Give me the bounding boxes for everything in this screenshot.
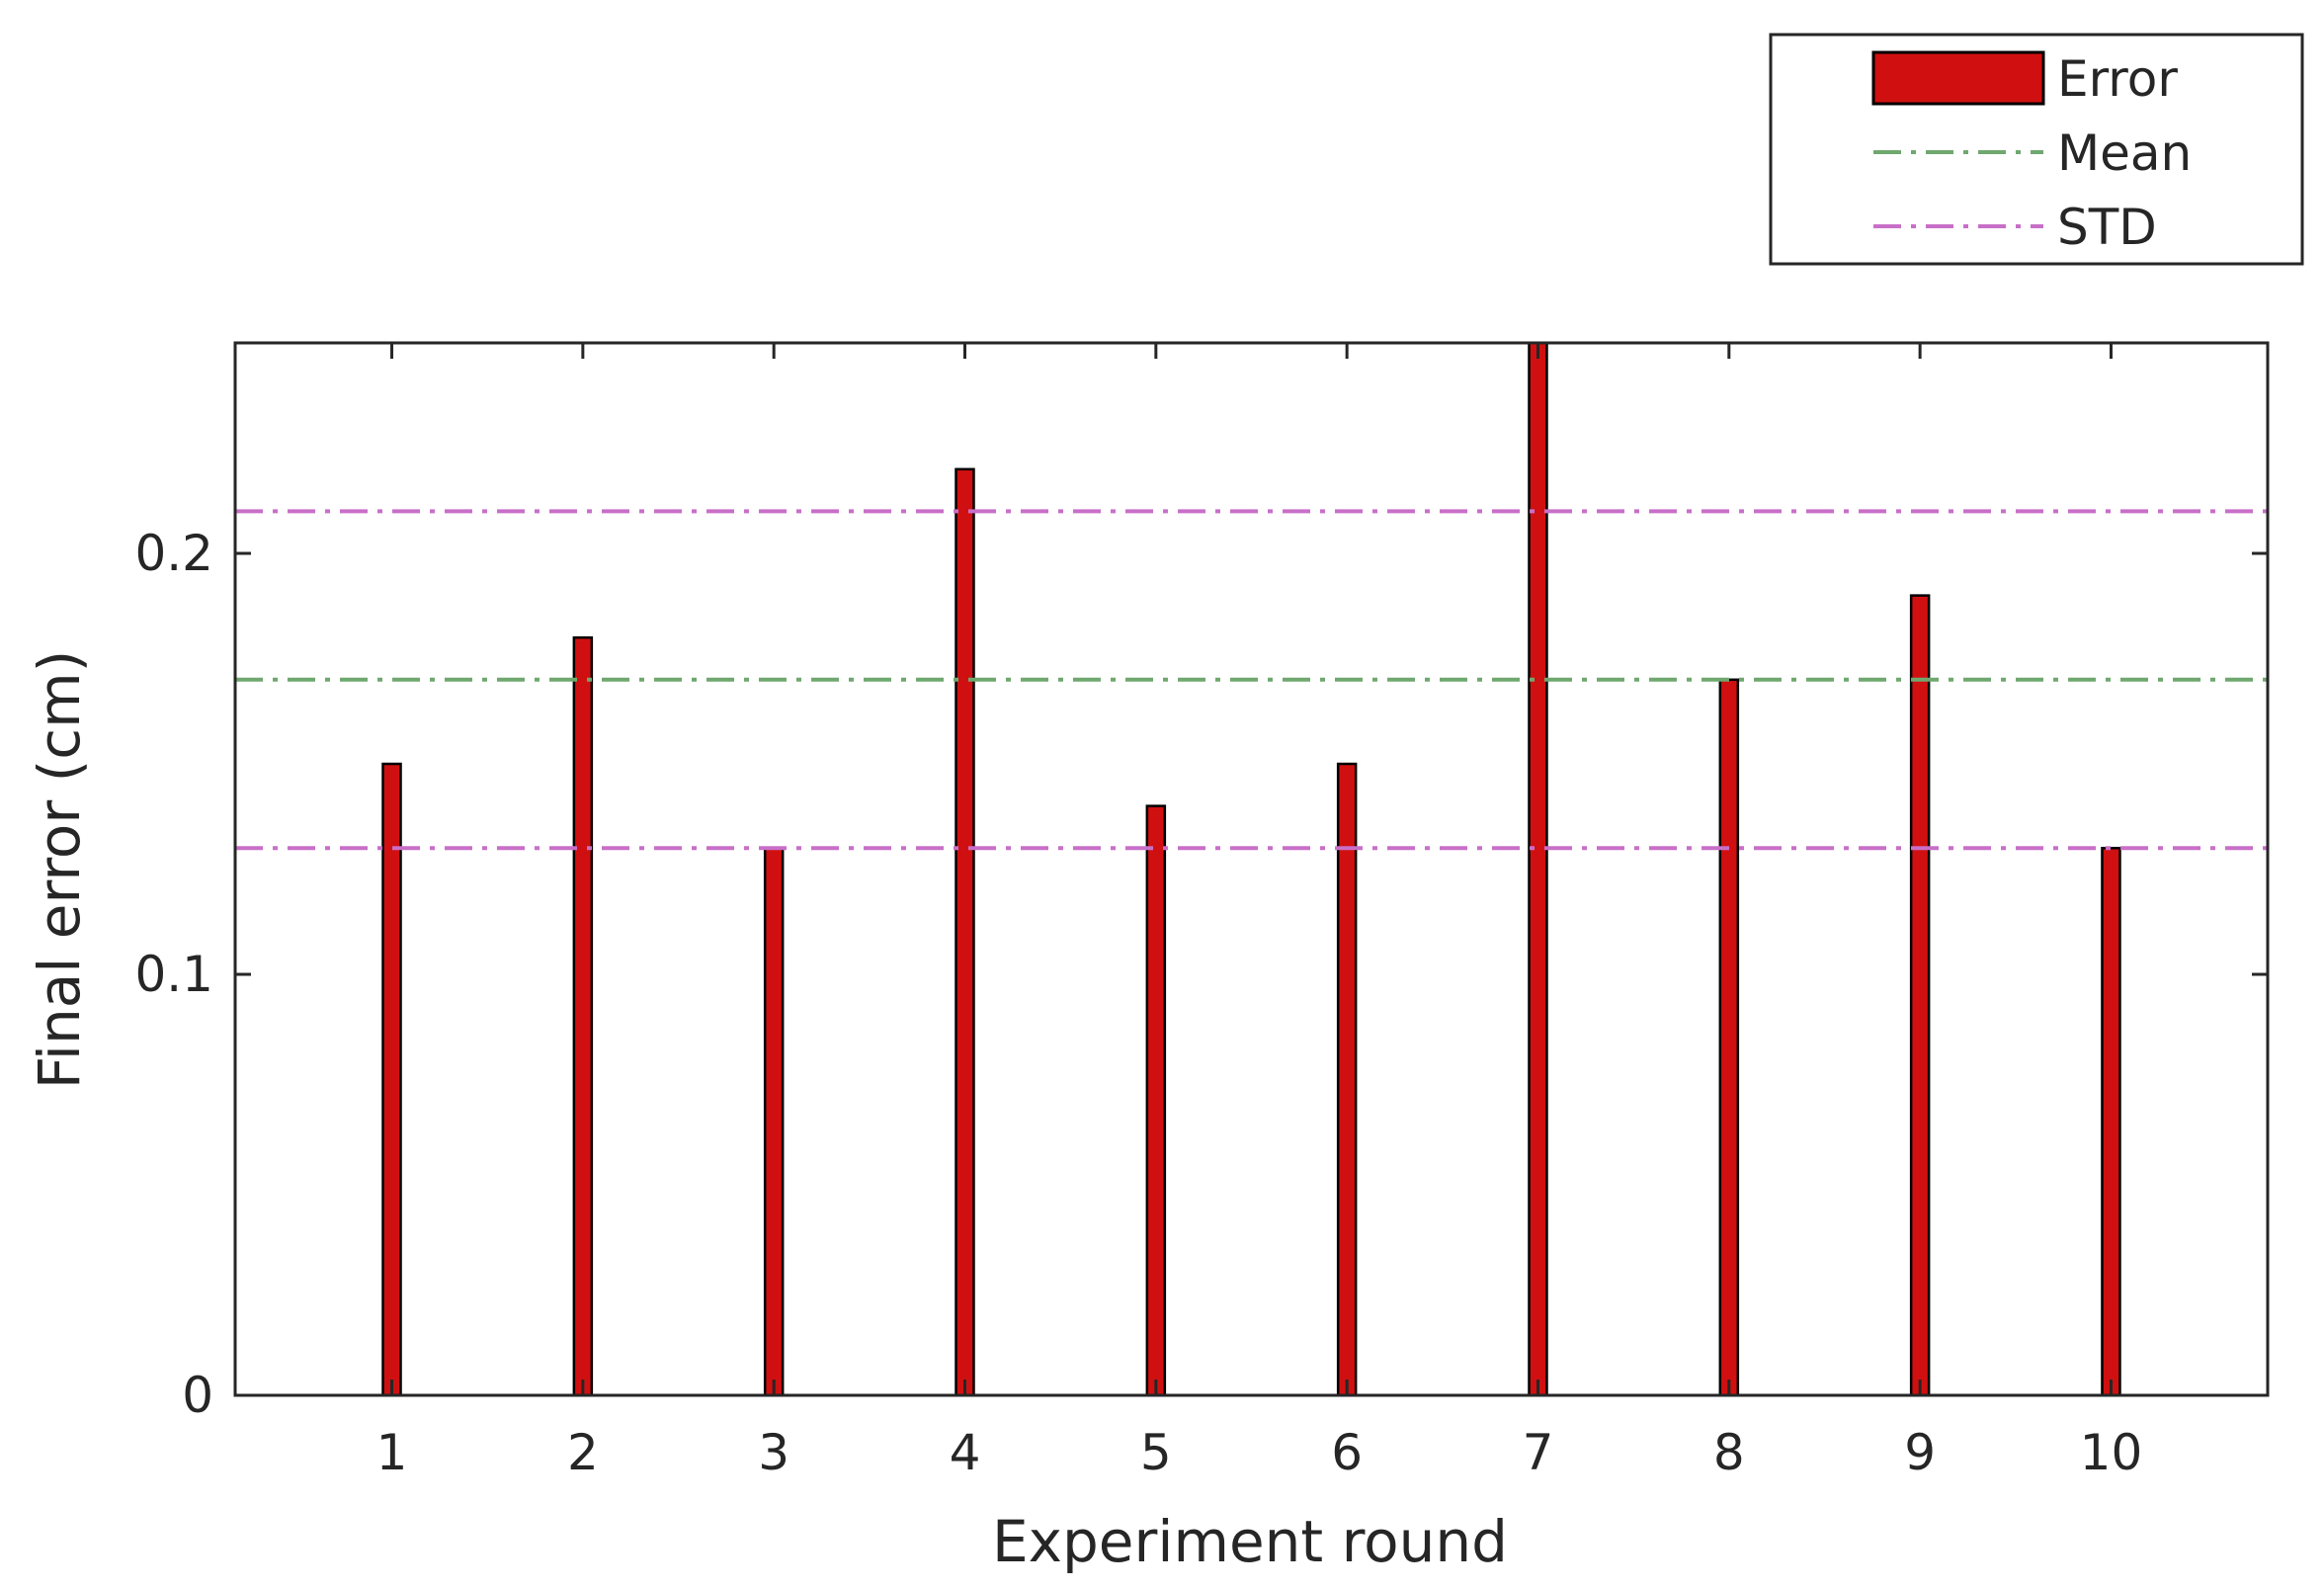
legend: Error Mean STD bbox=[1769, 33, 2304, 266]
x-tick-label: 2 bbox=[567, 1424, 599, 1481]
bar bbox=[763, 846, 785, 1397]
legend-swatch-error bbox=[1871, 50, 2045, 106]
legend-label: Mean bbox=[2057, 125, 2192, 182]
legend-label: Error bbox=[2057, 50, 2178, 108]
bar bbox=[381, 762, 402, 1397]
x-axis-title: Experiment round bbox=[992, 1508, 1508, 1575]
y-axis-title: Final error (cm) bbox=[26, 650, 93, 1090]
bar bbox=[2101, 846, 2121, 1397]
x-tick-label: 3 bbox=[758, 1424, 789, 1481]
y-tick-label: 0.2 bbox=[134, 525, 213, 582]
plot-background bbox=[235, 343, 2268, 1395]
x-tick-label: 6 bbox=[1331, 1424, 1363, 1481]
bar bbox=[1528, 341, 1548, 1397]
y-tick-label: 0 bbox=[182, 1367, 213, 1424]
reference-lines bbox=[235, 509, 2268, 851]
x-tick-labels: 1 2 3 4 5 6 7 8 9 10 bbox=[376, 1424, 2143, 1481]
y-tick-label: 0.1 bbox=[134, 946, 213, 1003]
legend-label: STD bbox=[2057, 199, 2157, 256]
x-tick-label: 7 bbox=[1523, 1424, 1554, 1481]
x-tick-label: 5 bbox=[1140, 1424, 1172, 1481]
axes bbox=[233, 341, 2270, 1397]
bar bbox=[1145, 804, 1167, 1397]
bar bbox=[1909, 594, 1931, 1397]
plot-area bbox=[235, 343, 2268, 1395]
bars bbox=[381, 341, 2121, 1397]
bar bbox=[1718, 678, 1740, 1397]
y-tick-labels: 0 0.1 0.2 bbox=[134, 525, 213, 1424]
x-tick-label: 9 bbox=[1904, 1424, 1936, 1481]
bar bbox=[1336, 762, 1358, 1397]
x-tick-label: 8 bbox=[1713, 1424, 1745, 1481]
x-tick-label: 4 bbox=[950, 1424, 981, 1481]
x-tick-label: 10 bbox=[2080, 1424, 2143, 1481]
bar bbox=[572, 635, 594, 1397]
x-tick-label: 1 bbox=[376, 1424, 408, 1481]
bar bbox=[954, 467, 975, 1397]
plot-frame bbox=[233, 341, 2270, 1397]
